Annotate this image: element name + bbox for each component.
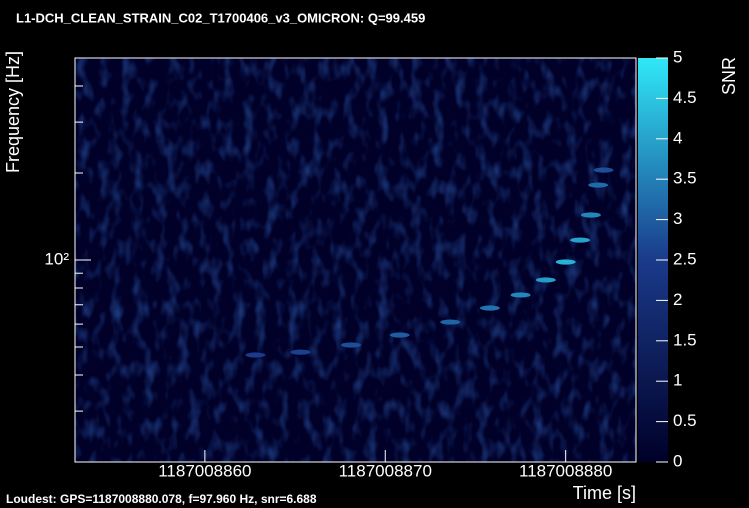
track-tile xyxy=(588,182,609,188)
track-tile xyxy=(580,212,601,218)
track-tile xyxy=(510,292,531,298)
colorbar-label: SNR xyxy=(719,57,739,95)
x-tick-label: 1187008870 xyxy=(339,461,432,480)
colorbar-tick-label: 5 xyxy=(673,47,682,66)
x-tick-label: 1187008880 xyxy=(519,461,612,480)
colorbar-tick-label: 3.5 xyxy=(673,169,697,188)
y-tick-label: 10² xyxy=(44,249,69,268)
x-tick-label: 1187008860 xyxy=(158,461,251,480)
chart-title: L1-DCH_CLEAN_STRAIN_C02_T1700406_v3_OMIC… xyxy=(16,10,425,25)
colorbar-tick-label: 0 xyxy=(673,451,682,470)
colorbar-tick-label: 2 xyxy=(673,290,682,309)
colorbar-tick-label: 4 xyxy=(673,128,682,147)
x-axis-label: Time [s] xyxy=(573,483,636,503)
track-tile xyxy=(593,167,614,173)
noise-texture xyxy=(75,58,636,462)
track-tile xyxy=(535,277,556,283)
colorbar-tick-label: 3 xyxy=(673,209,682,228)
colorbar-tick-label: 1.5 xyxy=(673,330,697,349)
colorbar-tick-label: 0.5 xyxy=(673,411,697,430)
y-axis-label: Frequency [Hz] xyxy=(3,51,23,173)
track-tile xyxy=(389,332,410,338)
track-tile xyxy=(245,352,266,358)
track-tile xyxy=(340,342,361,348)
colorbar-tick-label: 4.5 xyxy=(673,88,697,107)
footer: Loudest: GPS=1187008880.078, f=97.960 Hz… xyxy=(6,492,317,506)
track-tile xyxy=(290,349,311,355)
track-tile xyxy=(479,305,500,311)
colorbar-tick-label: 2.5 xyxy=(673,249,697,268)
colorbar-tick-label: 1 xyxy=(673,371,682,390)
track-tile xyxy=(570,237,591,243)
track-tile xyxy=(440,319,461,325)
track-tile xyxy=(555,259,576,265)
